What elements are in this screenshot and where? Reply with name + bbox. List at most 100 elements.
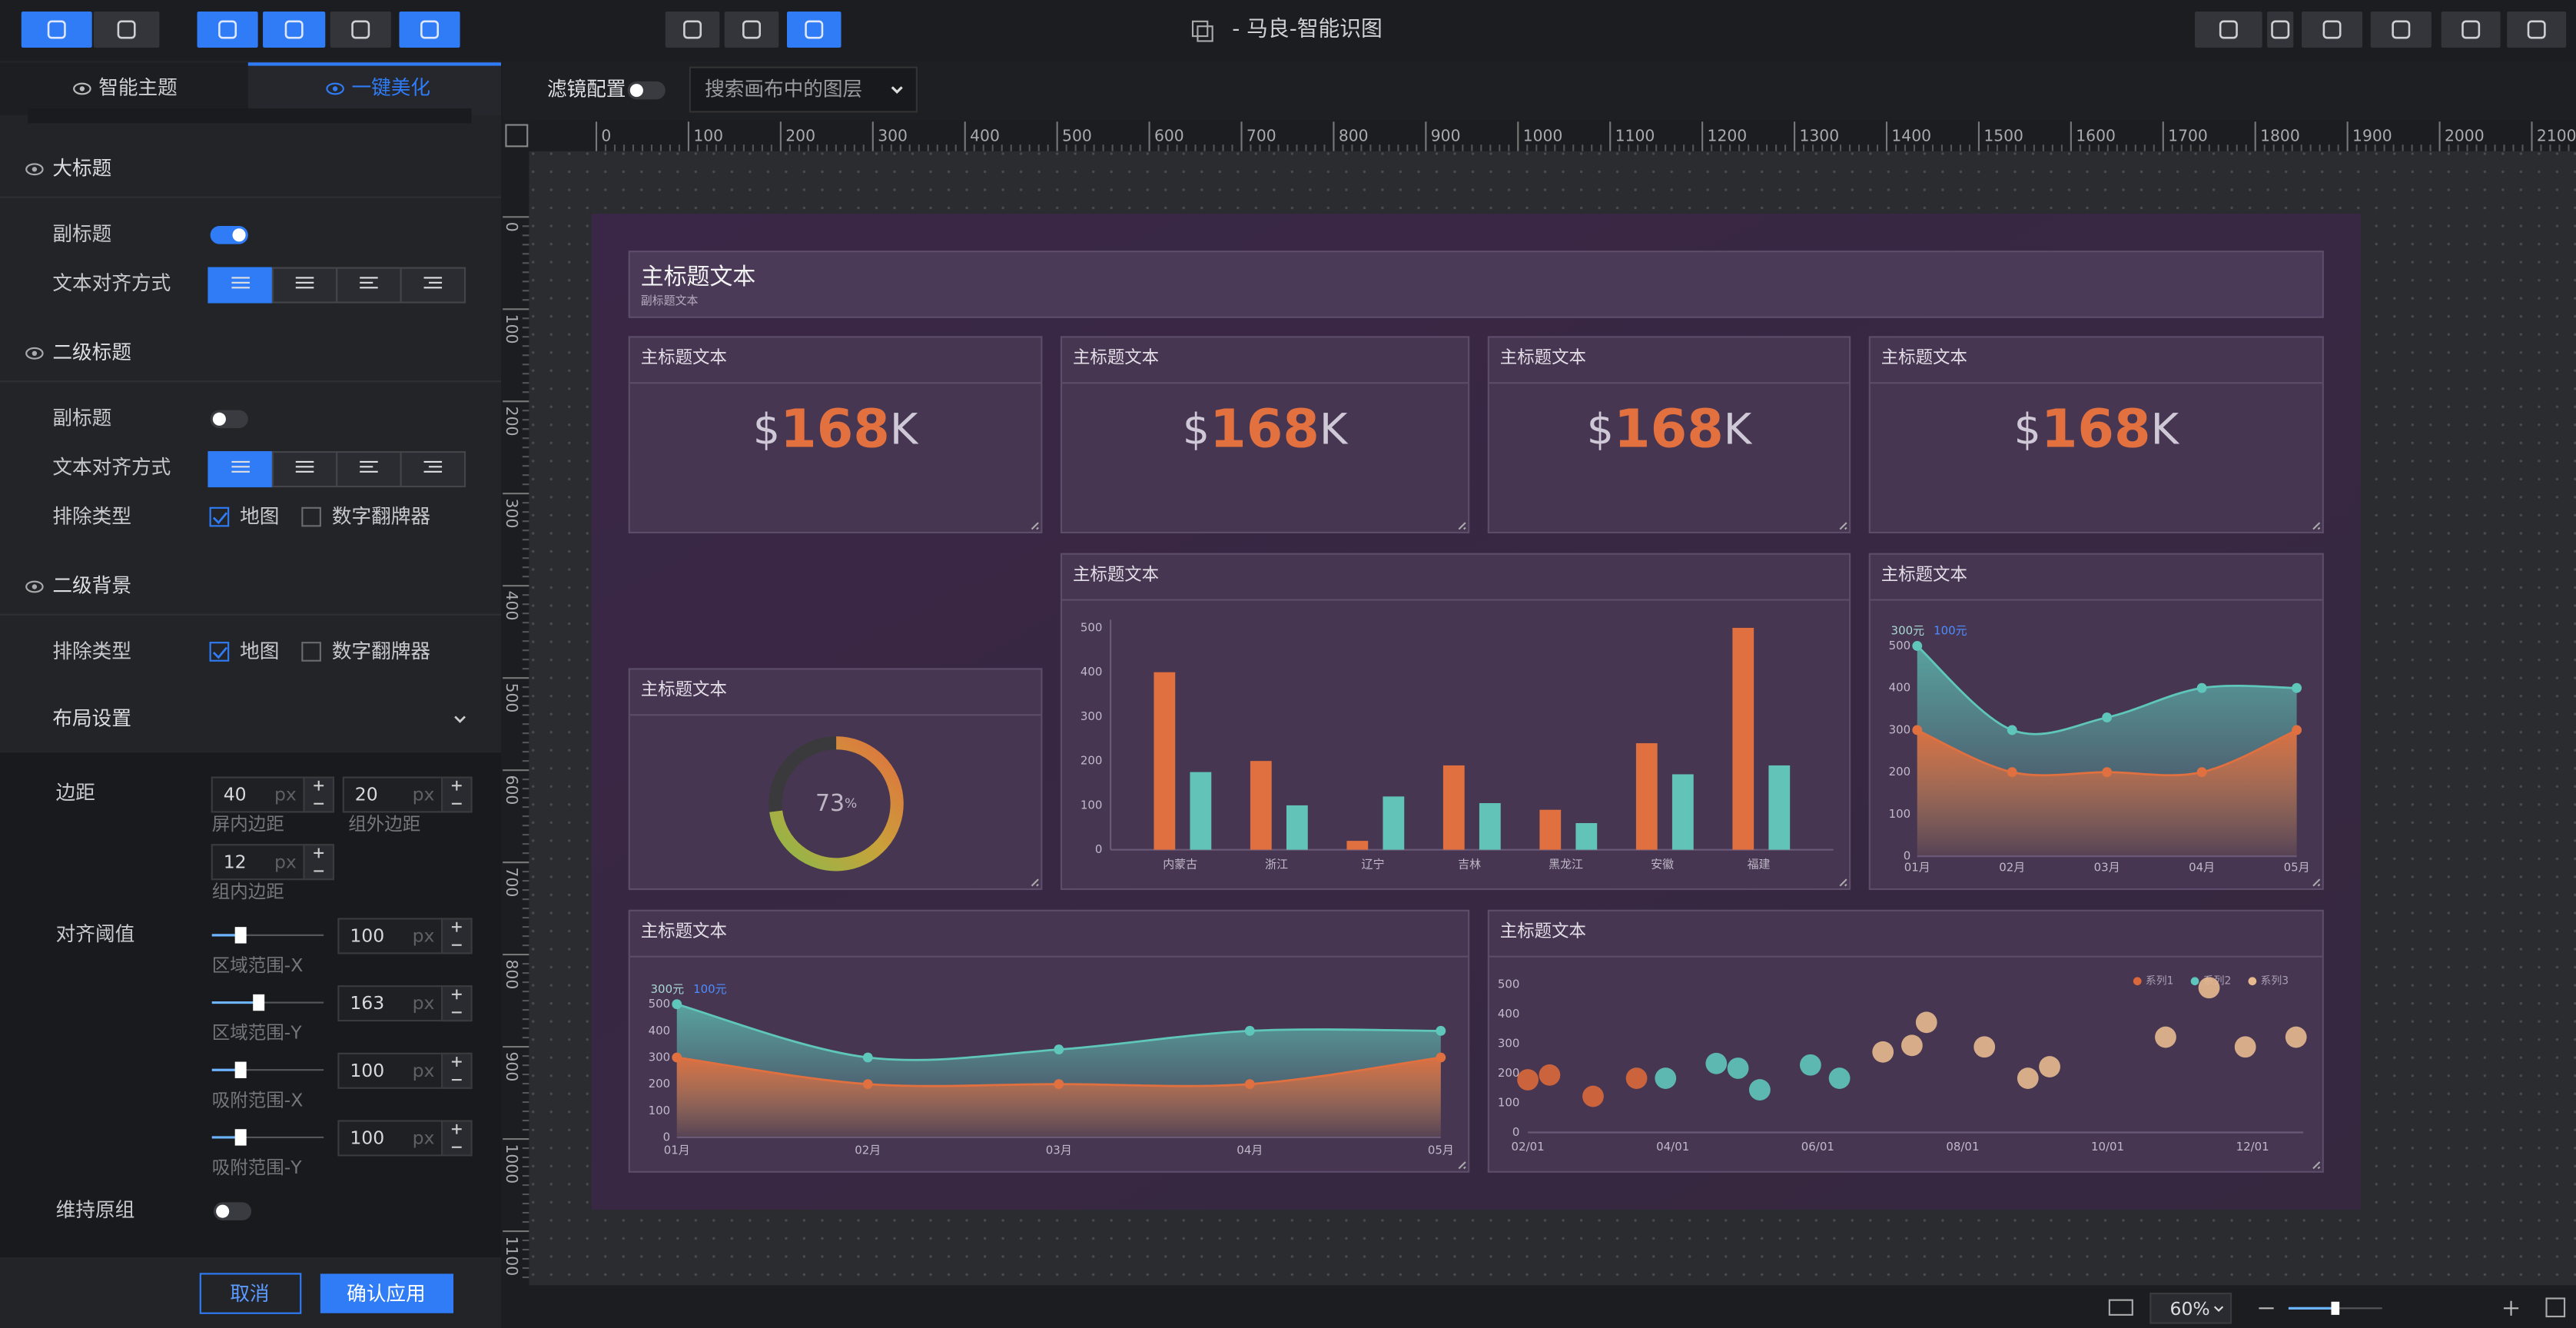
x-tick-label: 01月 bbox=[664, 1144, 690, 1157]
layer-search[interactable] bbox=[689, 66, 918, 113]
ruler-label: 1300 bbox=[1799, 127, 1839, 145]
y-tick-label: 0 bbox=[1095, 842, 1103, 856]
x-tick-label: 12/01 bbox=[2236, 1140, 2269, 1154]
y-tick-label: 200 bbox=[1889, 765, 1911, 779]
input-value: 12 bbox=[224, 851, 247, 872]
checkbox[interactable] bbox=[209, 642, 230, 662]
button-label: 取消 bbox=[230, 1283, 269, 1306]
scatter-point bbox=[1901, 1034, 1923, 1057]
toolbar-button[interactable] bbox=[2441, 11, 2501, 48]
kpi-value: 168 bbox=[780, 398, 890, 460]
ruler-label: 200 bbox=[503, 407, 521, 437]
tab[interactable] bbox=[0, 62, 248, 115]
ruler-label: 100 bbox=[503, 314, 521, 344]
toolbar-button[interactable] bbox=[2195, 11, 2262, 48]
input-unit: px bbox=[413, 1060, 435, 1081]
x-tick-label: 黑龙江 bbox=[1549, 857, 1583, 871]
bar bbox=[1732, 627, 1754, 850]
ruler-label: 500 bbox=[1062, 127, 1092, 145]
kpi: $168K bbox=[1587, 398, 1753, 460]
align-button[interactable] bbox=[336, 267, 402, 304]
toolbar-button[interactable] bbox=[399, 11, 460, 48]
y-tick-label: 500 bbox=[1081, 620, 1103, 634]
ruler-label: 1900 bbox=[2352, 127, 2392, 145]
ruler-y bbox=[503, 121, 529, 1286]
zoom-thumb[interactable] bbox=[2331, 1301, 2340, 1315]
checkbox[interactable] bbox=[301, 642, 321, 662]
toolbar-button[interactable] bbox=[197, 11, 258, 48]
legend-label: 系列1 bbox=[2146, 975, 2174, 988]
toolbar-button[interactable] bbox=[724, 11, 779, 48]
ruler-label: 900 bbox=[503, 1051, 521, 1081]
toolbar-button[interactable] bbox=[21, 11, 92, 48]
toolbar-button[interactable] bbox=[93, 11, 160, 48]
y-tick-label: 0 bbox=[1904, 849, 1911, 863]
tab[interactable] bbox=[247, 62, 502, 115]
point bbox=[1244, 1025, 1255, 1036]
label: 区域范围-X bbox=[212, 954, 304, 976]
area-fill bbox=[1917, 729, 2297, 857]
placeholder: 搜索画布中的图层 bbox=[705, 78, 862, 101]
toolbar-button[interactable] bbox=[665, 11, 720, 48]
legend-swatch bbox=[2248, 977, 2257, 986]
align-button[interactable] bbox=[336, 451, 402, 488]
toolbar-button[interactable] bbox=[330, 11, 391, 48]
y-tick-label: 100 bbox=[1081, 798, 1103, 812]
label: 维持原组 bbox=[56, 1199, 135, 1222]
label: 文本对齐方式 bbox=[52, 272, 171, 295]
zoom-select[interactable] bbox=[2149, 1293, 2232, 1324]
x-tick-label: 08/01 bbox=[1946, 1140, 1979, 1154]
section-heading: 大标题 bbox=[52, 157, 111, 180]
checkbox[interactable] bbox=[209, 506, 230, 527]
slider-thumb[interactable] bbox=[234, 1129, 247, 1146]
section-heading: 二级背景 bbox=[52, 574, 131, 597]
slider-thumb[interactable] bbox=[234, 1061, 247, 1078]
stepper[interactable] bbox=[440, 918, 473, 954]
bar bbox=[1346, 841, 1369, 850]
align-button[interactable] bbox=[271, 267, 338, 304]
toolbar-button[interactable] bbox=[2370, 11, 2432, 48]
label: 吸附范围-Y bbox=[212, 1157, 303, 1178]
button-icon bbox=[2527, 20, 2546, 39]
align-button[interactable] bbox=[400, 267, 466, 304]
ruler-label: 0 bbox=[601, 127, 611, 145]
button-icon bbox=[47, 20, 66, 39]
ruler-label: 700 bbox=[1247, 127, 1276, 145]
legend-label: 100元 bbox=[693, 982, 727, 996]
button[interactable] bbox=[320, 1273, 454, 1313]
input-unit: px bbox=[413, 1127, 435, 1149]
checkbox[interactable] bbox=[301, 506, 321, 527]
toggle-knob bbox=[232, 228, 246, 242]
button[interactable] bbox=[199, 1273, 302, 1314]
align-button[interactable] bbox=[207, 267, 274, 304]
bar bbox=[1154, 672, 1176, 850]
check-mark bbox=[212, 646, 228, 659]
button-icon bbox=[420, 20, 439, 39]
card bbox=[1868, 336, 2324, 533]
toolbar-button[interactable] bbox=[2301, 11, 2363, 48]
label: 文本对齐方式 bbox=[52, 456, 171, 480]
toolbar-button[interactable] bbox=[263, 11, 326, 48]
toolbar-button[interactable] bbox=[786, 11, 842, 48]
resize-handle bbox=[2312, 878, 2321, 887]
toggle-knob bbox=[216, 1204, 230, 1218]
zoom-value: 60% bbox=[2169, 1298, 2209, 1320]
scatter-point bbox=[1539, 1064, 1561, 1086]
toolbar-button[interactable] bbox=[2507, 11, 2567, 48]
toolbar-button[interactable] bbox=[2267, 11, 2294, 48]
y-tick-label: 100 bbox=[649, 1104, 671, 1117]
align-button[interactable] bbox=[207, 451, 274, 488]
label: 地图 bbox=[240, 640, 279, 663]
align-button[interactable] bbox=[271, 451, 338, 488]
card-title: 主标题文本 bbox=[1881, 348, 1967, 368]
align-button[interactable] bbox=[400, 451, 466, 488]
slider-thumb[interactable] bbox=[234, 927, 247, 944]
button-label: 确认应用 bbox=[347, 1283, 426, 1306]
stepper[interactable] bbox=[440, 776, 473, 813]
ruler-x bbox=[503, 121, 2576, 151]
resize-handle bbox=[1031, 878, 1039, 887]
point bbox=[1912, 641, 1923, 651]
fit-icon bbox=[2545, 1297, 2566, 1318]
slider-thumb[interactable] bbox=[253, 994, 265, 1011]
donut-unit: % bbox=[845, 796, 857, 812]
